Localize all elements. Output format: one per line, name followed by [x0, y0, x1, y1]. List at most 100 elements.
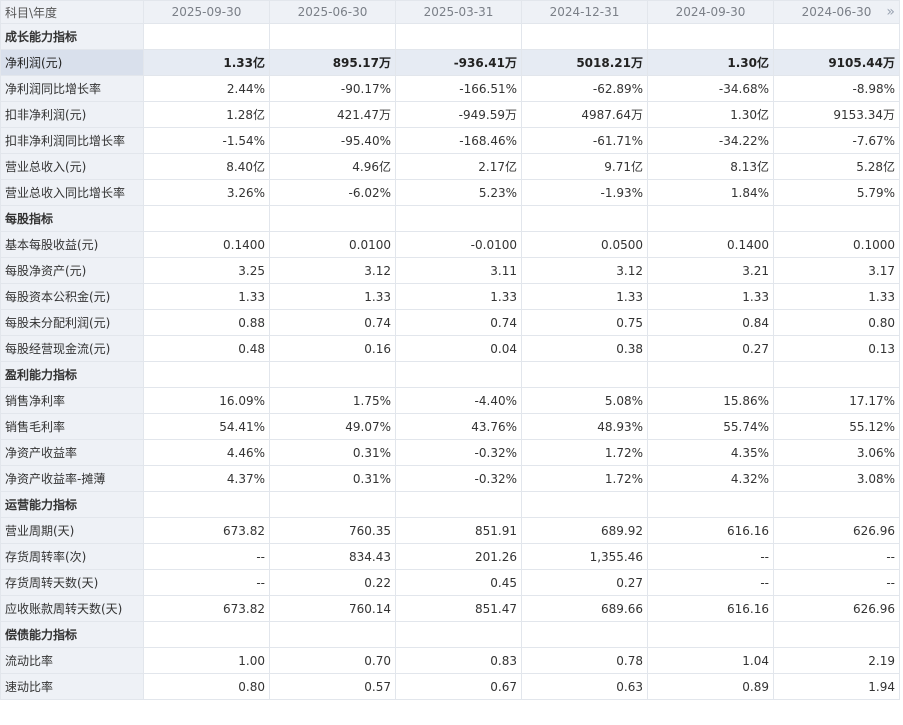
section-header-row: 成长能力指标 — [0, 23, 900, 50]
value-cell: -0.0100 — [395, 231, 522, 258]
row-label[interactable]: 扣非净利润同比增长率 — [0, 127, 144, 154]
period-header-last: 2024-06-30 » — [773, 0, 900, 24]
value-cell: 0.16 — [269, 335, 396, 362]
table-row: 营业总收入(元) 8.40亿 4.96亿 2.17亿 9.71亿 8.13亿 5.28亿 — [0, 153, 900, 180]
value-cell: 2.19 — [773, 647, 900, 674]
value-cell: 3.12 — [521, 257, 648, 284]
table-row: 每股经营现金流(元) 0.48 0.16 0.04 0.38 0.27 0.13 — [0, 335, 900, 362]
value-cell: 626.96 — [773, 517, 900, 544]
row-label[interactable]: 扣非净利润(元) — [0, 101, 144, 128]
value-cell: 3.26% — [143, 179, 270, 206]
empty-cell — [395, 621, 522, 648]
section-header-row: 运营能力指标 — [0, 491, 900, 518]
section-header-row: 每股指标 — [0, 205, 900, 232]
value-cell: -0.32% — [395, 439, 522, 466]
value-cell: 895.17万 — [269, 49, 396, 76]
value-cell: -- — [143, 569, 270, 596]
value-cell: 201.26 — [395, 543, 522, 570]
value-cell: 760.14 — [269, 595, 396, 622]
value-cell: 0.0100 — [269, 231, 396, 258]
empty-cell — [521, 491, 648, 518]
value-cell: 3.12 — [269, 257, 396, 284]
value-cell: 0.04 — [395, 335, 522, 362]
value-cell: 5.08% — [521, 387, 648, 414]
table-row: 净资产收益率 4.46% 0.31% -0.32% 1.72% 4.35% 3.06% — [0, 439, 900, 466]
value-cell: 5.28亿 — [773, 153, 900, 180]
value-cell: 834.43 — [269, 543, 396, 570]
financial-indicators-table: 科目\年度 2025-09-30 2025-06-30 2025-03-31 2… — [0, 0, 900, 700]
row-label[interactable]: 存货周转率(次) — [0, 543, 144, 570]
section-title: 成长能力指标 — [0, 23, 144, 50]
value-cell: -- — [647, 543, 774, 570]
row-label[interactable]: 净资产收益率 — [0, 439, 144, 466]
row-label[interactable]: 净利润(元) — [0, 49, 144, 76]
row-label[interactable]: 净利润同比增长率 — [0, 75, 144, 102]
value-cell: 673.82 — [143, 517, 270, 544]
value-cell: -- — [647, 569, 774, 596]
row-label[interactable]: 存货周转天数(天) — [0, 569, 144, 596]
value-cell: 4.32% — [647, 465, 774, 492]
table-row: 每股未分配利润(元) 0.88 0.74 0.74 0.75 0.84 0.80 — [0, 309, 900, 336]
row-label[interactable]: 流动比率 — [0, 647, 144, 674]
value-cell: 0.78 — [521, 647, 648, 674]
period-header[interactable]: 2024-09-30 — [647, 0, 774, 24]
value-cell: -0.32% — [395, 465, 522, 492]
empty-cell — [269, 205, 396, 232]
section-title: 运营能力指标 — [0, 491, 144, 518]
value-cell: 4.96亿 — [269, 153, 396, 180]
value-cell: 4.37% — [143, 465, 270, 492]
empty-cell — [269, 491, 396, 518]
row-label[interactable]: 营业总收入(元) — [0, 153, 144, 180]
value-cell: 0.57 — [269, 673, 396, 700]
row-label[interactable]: 每股资本公积金(元) — [0, 283, 144, 310]
value-cell: 4.46% — [143, 439, 270, 466]
empty-cell — [143, 621, 270, 648]
table-row: 扣非净利润同比增长率 -1.54% -95.40% -168.46% -61.71% -3… — [0, 127, 900, 154]
period-header[interactable]: 2025-06-30 — [269, 0, 396, 24]
value-cell: 0.48 — [143, 335, 270, 362]
row-label[interactable]: 销售净利率 — [0, 387, 144, 414]
value-cell: 3.25 — [143, 257, 270, 284]
value-cell: 1.00 — [143, 647, 270, 674]
empty-cell — [269, 361, 396, 388]
row-label[interactable]: 净资产收益率-摊薄 — [0, 465, 144, 492]
value-cell: -1.54% — [143, 127, 270, 154]
empty-cell — [647, 361, 774, 388]
value-cell: -61.71% — [521, 127, 648, 154]
value-cell: 1.33亿 — [143, 49, 270, 76]
period-header-label[interactable]: 2024-06-30 — [801, 5, 872, 19]
value-cell: 1.84% — [647, 179, 774, 206]
double-chevron-right-icon[interactable]: » — [886, 4, 895, 20]
row-label[interactable]: 每股未分配利润(元) — [0, 309, 144, 336]
value-cell: 43.76% — [395, 413, 522, 440]
value-cell: 15.86% — [647, 387, 774, 414]
value-cell: -- — [143, 543, 270, 570]
row-label[interactable]: 速动比率 — [0, 673, 144, 700]
row-label[interactable]: 每股净资产(元) — [0, 257, 144, 284]
value-cell: 673.82 — [143, 595, 270, 622]
row-label[interactable]: 营业周期(天) — [0, 517, 144, 544]
value-cell: 689.66 — [521, 595, 648, 622]
empty-cell — [773, 491, 900, 518]
empty-cell — [395, 23, 522, 50]
value-cell: 0.1000 — [773, 231, 900, 258]
value-cell: 4987.64万 — [521, 101, 648, 128]
value-cell: -34.22% — [647, 127, 774, 154]
table-row: 流动比率 1.00 0.70 0.83 0.78 1.04 2.19 — [0, 647, 900, 674]
value-cell: 0.74 — [395, 309, 522, 336]
empty-cell — [773, 621, 900, 648]
row-label[interactable]: 基本每股收益(元) — [0, 231, 144, 258]
period-header[interactable]: 2024-12-31 — [521, 0, 648, 24]
value-cell: -7.67% — [773, 127, 900, 154]
period-header[interactable]: 2025-03-31 — [395, 0, 522, 24]
value-cell: 421.47万 — [269, 101, 396, 128]
row-label[interactable]: 销售毛利率 — [0, 413, 144, 440]
table-body: 成长能力指标 净利润(元) 1.33亿 895.17万 -936.41万 5018.21万… — [0, 23, 900, 700]
value-cell: 0.75 — [521, 309, 648, 336]
period-header[interactable]: 2025-09-30 — [143, 0, 270, 24]
value-cell: 1.72% — [521, 439, 648, 466]
row-label[interactable]: 应收账款周转天数(天) — [0, 595, 144, 622]
value-cell: 16.09% — [143, 387, 270, 414]
row-label[interactable]: 营业总收入同比增长率 — [0, 179, 144, 206]
row-label[interactable]: 每股经营现金流(元) — [0, 335, 144, 362]
